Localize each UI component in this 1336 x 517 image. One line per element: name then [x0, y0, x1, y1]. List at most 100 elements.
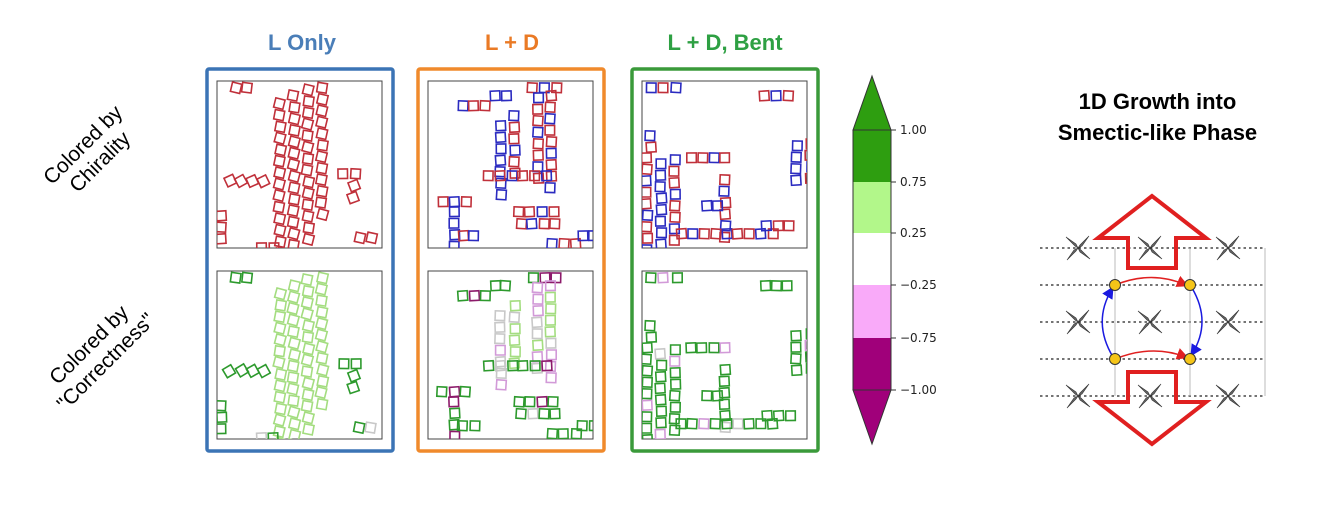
square-building-block [545, 147, 557, 159]
square-building-block [805, 362, 807, 374]
square-building-block [687, 228, 699, 240]
square-building-block [287, 238, 300, 248]
square-building-block [234, 362, 250, 379]
square-building-block [669, 344, 681, 356]
square-building-block [654, 382, 666, 395]
square-building-block [525, 217, 538, 230]
square-building-block [287, 394, 300, 407]
square-building-block [669, 378, 682, 390]
square-building-block [217, 221, 227, 234]
square-building-block [545, 337, 557, 349]
square-building-block [732, 418, 744, 430]
square-building-block [288, 100, 301, 114]
square-building-block [536, 395, 548, 408]
square-building-block [469, 420, 481, 432]
square-building-block [287, 336, 302, 351]
square-building-block [315, 115, 329, 129]
square-building-block [349, 167, 362, 180]
square-building-block [267, 431, 279, 439]
column-frame-2 [630, 67, 820, 453]
square-building-block [494, 332, 506, 345]
square-building-block [273, 333, 288, 347]
square-building-block [316, 139, 330, 152]
square-building-block [286, 89, 300, 103]
square-building-block [301, 186, 315, 200]
square-building-block [642, 244, 653, 248]
square-building-block [516, 170, 529, 182]
square-building-block [642, 376, 654, 389]
square-building-block [274, 402, 288, 416]
square-building-block [301, 319, 316, 333]
square-building-block [512, 205, 525, 218]
square-building-block [508, 357, 521, 370]
square-building-block [669, 401, 682, 413]
square-building-block [697, 152, 709, 164]
square-building-block [301, 198, 315, 212]
square-building-block [532, 305, 544, 317]
square-building-block [544, 112, 556, 125]
square-building-block [685, 152, 698, 164]
square-building-block [654, 169, 667, 181]
colorbar-top-extension [852, 74, 892, 131]
square-building-block [300, 163, 314, 177]
square-building-block [642, 197, 652, 210]
square-building-block [642, 174, 652, 187]
square-building-block [654, 181, 666, 193]
square-building-block [272, 188, 286, 203]
square-building-block [315, 305, 329, 319]
square-building-block [315, 351, 329, 365]
square-building-block [532, 114, 544, 127]
square-building-block [743, 417, 755, 430]
square-building-block [558, 237, 570, 248]
square-building-block [669, 211, 681, 224]
square-building-block [314, 385, 328, 400]
colorbar: 1.00 0.75 0.25 −0.25 −0.75 −1.00 [852, 74, 937, 446]
square-building-block [701, 390, 713, 402]
square-building-block [804, 172, 807, 184]
square-building-block [494, 169, 506, 182]
square-building-block [274, 143, 288, 157]
square-building-block [494, 321, 506, 333]
square-building-block [718, 375, 731, 388]
pinwheel-particle [1215, 383, 1241, 409]
square-building-block [314, 328, 329, 342]
square-building-block [545, 89, 558, 102]
square-building-block [686, 417, 698, 430]
square-building-block [655, 158, 667, 170]
square-building-block [217, 399, 227, 412]
square-building-block [302, 221, 316, 235]
square-building-block [758, 89, 771, 102]
square-building-block [721, 417, 733, 430]
square-building-block [302, 342, 316, 356]
square-building-block [273, 436, 288, 439]
square-building-block [286, 290, 301, 304]
square-building-block [529, 170, 541, 182]
square-building-block [645, 82, 657, 94]
square-building-block [240, 271, 254, 284]
square-building-block [448, 418, 461, 431]
square-building-block [527, 407, 539, 420]
blue-link-left [1101, 286, 1114, 358]
column-title-l-plus-d-bent: L + D, Bent [667, 30, 783, 55]
square-building-block [495, 177, 507, 190]
square-building-block [364, 421, 377, 434]
square-building-block [645, 141, 658, 154]
square-building-block [538, 407, 550, 420]
square-building-block [509, 346, 521, 358]
square-building-block [300, 399, 314, 413]
square-building-block [718, 185, 730, 197]
square-building-block [346, 178, 362, 193]
square-building-block [770, 280, 783, 292]
square-building-block [287, 226, 301, 241]
square-building-block [499, 279, 512, 292]
square-building-block [287, 428, 302, 439]
square-building-block [642, 186, 652, 198]
square-building-block [790, 352, 802, 365]
square-building-block [315, 339, 329, 354]
square-building-block [508, 334, 521, 347]
square-building-block [761, 409, 774, 422]
square-building-block [772, 220, 785, 232]
growth-arrow-down [1092, 370, 1212, 447]
square-building-block [365, 231, 379, 245]
